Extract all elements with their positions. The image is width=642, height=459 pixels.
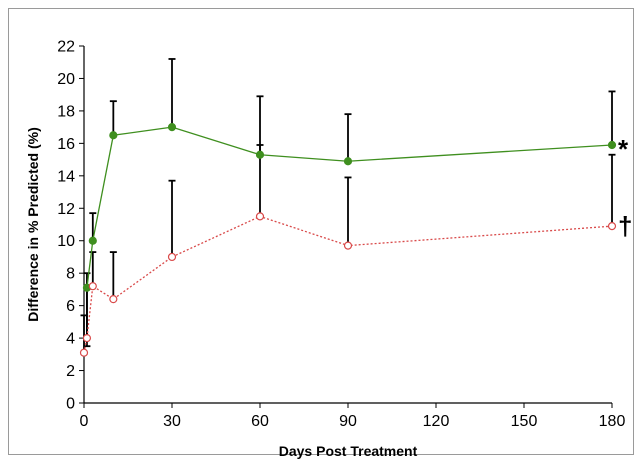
y-tick-label: 0 <box>66 396 75 413</box>
x-tick-label: 60 <box>251 413 269 430</box>
x-tick-label: 30 <box>163 413 181 430</box>
y-tick-label: 22 <box>57 39 75 56</box>
series-2-point <box>82 333 92 343</box>
tick-labels: 0 2 4 6 8 10 12 14 16 18 20 22 0 30 60 90 120 150 180 <box>57 39 625 431</box>
series-2-line <box>83 215 613 353</box>
chart-axes <box>79 45 613 408</box>
x-tick-label: 90 <box>339 413 357 430</box>
x-tick-label: 150 <box>511 413 538 430</box>
series-points <box>79 123 617 357</box>
series-1-point <box>343 157 353 166</box>
x-tick-label: 0 <box>80 413 89 430</box>
chart-frame <box>8 8 634 455</box>
x-tick-label: 180 <box>599 413 626 430</box>
y-tick-label: 12 <box>57 201 75 218</box>
x-tick-label: 120 <box>423 413 450 430</box>
series-2-point <box>109 295 118 304</box>
series-2-point <box>167 252 177 262</box>
y-tick-label: 4 <box>66 331 75 348</box>
series-1-point <box>167 123 177 132</box>
series-1-end-label: * <box>618 134 629 164</box>
series-2-point <box>255 212 265 221</box>
series-2-point <box>79 348 89 357</box>
series-1-point <box>109 131 118 140</box>
series-1-line <box>86 126 613 288</box>
y-tick-label: 14 <box>57 168 75 185</box>
error-bars <box>80 58 616 353</box>
series-2-point <box>343 241 353 250</box>
y-tick-label: 6 <box>66 298 75 315</box>
y-axis-title: Difference in % Predicted (%) <box>25 127 41 322</box>
x-axis-title: Days Post Treatment <box>279 443 418 459</box>
series-2-point <box>88 282 97 291</box>
y-tick-label: 2 <box>66 363 75 380</box>
y-tick-label: 20 <box>57 71 75 88</box>
series-1-point <box>88 236 97 245</box>
y-tick-label: 16 <box>57 136 75 153</box>
y-tick-label: 18 <box>57 103 75 120</box>
y-tick-label: 8 <box>66 266 75 283</box>
y-tick-label: 10 <box>57 233 75 250</box>
series-2-end-label: † <box>618 211 632 241</box>
series-2-point <box>607 222 617 231</box>
series-1-point <box>255 150 265 159</box>
series-1-point <box>607 140 617 150</box>
